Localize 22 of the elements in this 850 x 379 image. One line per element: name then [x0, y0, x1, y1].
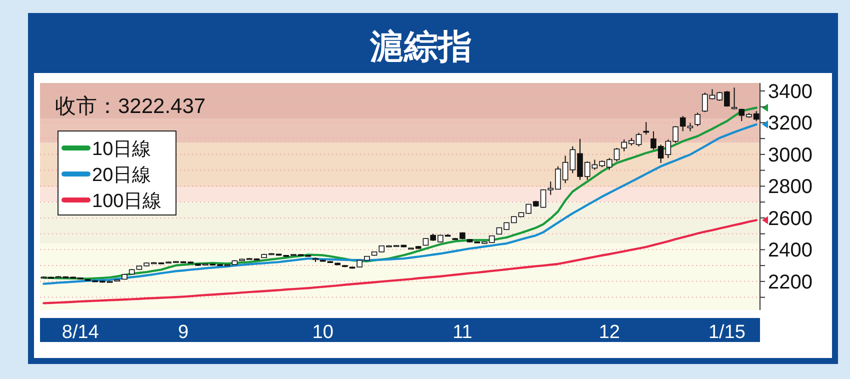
candlestick [731, 87, 738, 110]
x-tick-label: 1/15 [708, 322, 746, 343]
line-series [42, 219, 758, 304]
y-tick-label: 3200 [768, 112, 812, 135]
legend-label: 10日線 [92, 139, 152, 160]
candlestick [694, 112, 700, 127]
x-tick-label: 10 [312, 322, 334, 343]
y-tick-label: 2400 [768, 240, 812, 262]
legend-label: 100日線 [92, 191, 162, 212]
x-tick-label: 8/14 [62, 322, 100, 343]
annotation: 收市：3222.437 [55, 95, 206, 118]
x-tick-label: 12 [598, 322, 620, 343]
candlestick [643, 122, 650, 136]
y-tick-label: 3000 [768, 144, 812, 166]
y-tick-label: 2800 [768, 176, 812, 198]
y-tick-label: 3400 [768, 80, 812, 103]
y-tick-label: 2600 [768, 208, 812, 230]
y-tick-label: 2200 [768, 271, 812, 294]
x-tick-label: 9 [178, 322, 189, 343]
legend-label: 20日線 [92, 165, 152, 186]
x-tick-label: 11 [452, 322, 472, 343]
chart-title: 滬綜指 [369, 28, 472, 66]
